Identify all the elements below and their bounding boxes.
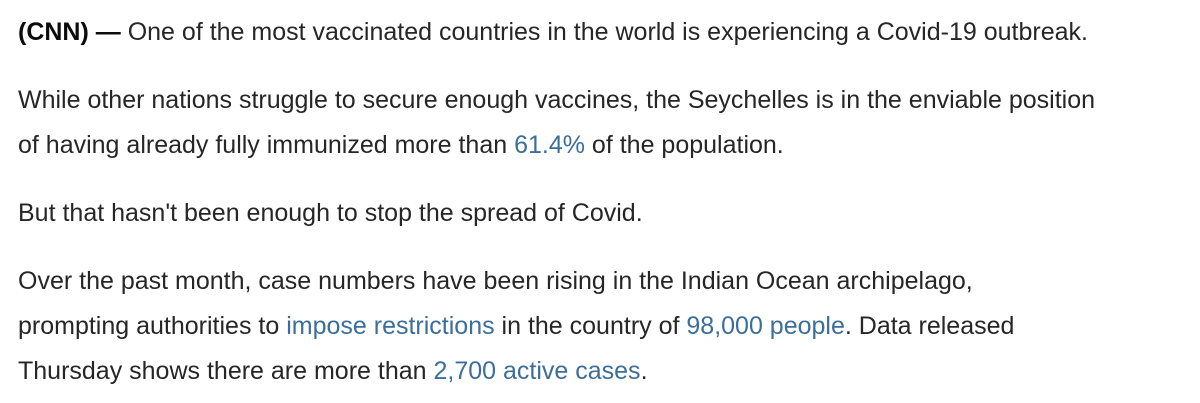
paragraph: (CNN) — One of the most vaccinated count… [18,10,1200,55]
link[interactable]: 98,000 people [686,312,845,340]
link[interactable]: 61.4% [514,131,585,159]
text: prompting authorities to [18,312,287,340]
text: in the country of [494,312,687,340]
text: . Data released [844,312,1015,340]
paragraph: While other nations struggle to secure e… [18,78,1200,168]
text: Over the past month, case numbers have b… [18,267,973,295]
text: Thursday shows there are more than [18,357,434,385]
link[interactable]: 2,700 active cases [433,357,641,385]
text: While other nations struggle to secure e… [18,86,1096,114]
text: of having already fully immunized more t… [18,131,515,159]
link[interactable]: impose restrictions [286,312,495,340]
paragraph: Over the past month, case numbers have b… [18,259,1200,394]
text: of the population. [584,131,784,159]
text: . [640,357,648,385]
text: One of the most vaccinated countries in … [120,18,1088,46]
paragraph: But that hasn't been enough to stop the … [18,191,1200,236]
article-body: (CNN) — One of the most vaccinated count… [18,10,1200,394]
byline: (CNN) — [18,18,121,46]
text: But that hasn't been enough to stop the … [18,199,643,227]
